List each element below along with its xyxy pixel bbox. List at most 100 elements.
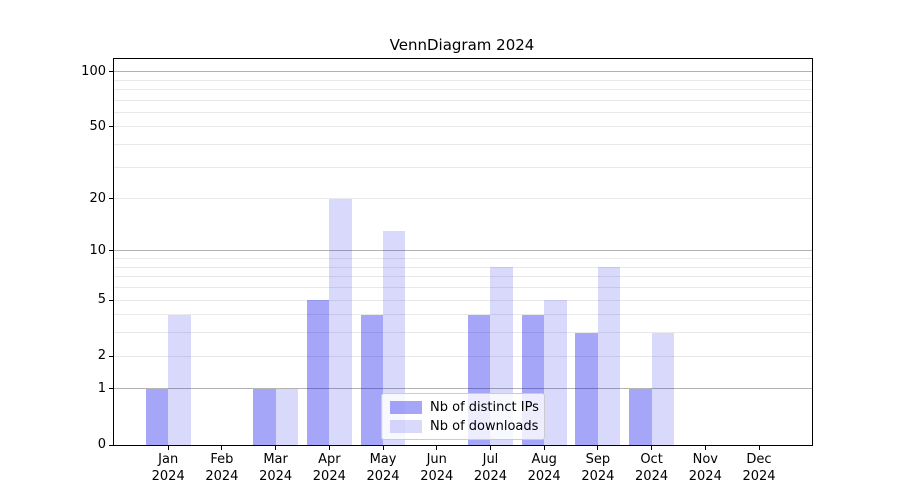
legend-entry-downloads: Nb of downloads (390, 418, 539, 434)
bar-downloads-sep (597, 267, 621, 445)
bar-ips-may (360, 314, 384, 445)
x-tick-label-oct: Oct 2024 (622, 451, 682, 485)
gridline-minor-90 (114, 79, 812, 81)
x-tick-sep (597, 446, 599, 450)
gridline-minor-2 (114, 355, 812, 357)
x-tick-may (382, 446, 384, 450)
x-tick-label-nov: Nov 2024 (675, 451, 735, 485)
y-tick-100 (109, 71, 113, 73)
y-tick-label-5: 5 (97, 292, 106, 308)
gridline-major-1 (114, 388, 812, 390)
gridline-minor-20 (114, 198, 812, 200)
y-tick-50 (109, 126, 113, 128)
x-tick-dec (758, 446, 760, 450)
chart-title: VennDiagram 2024 (389, 36, 535, 54)
gridline-minor-60 (114, 111, 812, 113)
y-tick-10 (109, 250, 113, 252)
y-tick-label-0: 0 (97, 437, 106, 452)
legend-label-ips: Nb of distinct IPs (430, 399, 539, 415)
y-tick-label-50: 50 (89, 118, 106, 134)
x-tick-month: Aug (531, 452, 557, 467)
x-tick-jun (436, 446, 438, 450)
x-tick-label-feb: Feb 2024 (192, 451, 252, 485)
x-tick-label-aug: Aug 2024 (514, 451, 574, 485)
x-tick-label-mar: Mar 2024 (246, 451, 306, 485)
bar-downloads-aug (544, 300, 567, 445)
x-tick-label-apr: Apr 2024 (299, 451, 359, 485)
gridline-minor-5 (114, 299, 812, 301)
y-tick-1 (109, 388, 113, 390)
x-tick-month: Nov (692, 452, 718, 467)
x-tick-month: Jun (426, 452, 447, 467)
x-tick-month: Oct (640, 452, 663, 467)
bar-downloads-apr (329, 198, 352, 445)
y-tick-5 (109, 299, 113, 301)
x-tick-jan (167, 446, 169, 450)
gridline-minor-30 (114, 166, 812, 168)
legend-swatch-downloads (390, 419, 422, 433)
x-tick-month: May (369, 452, 397, 467)
x-tick-label-dec: Dec 2024 (729, 451, 789, 485)
x-tick-month: Dec (746, 452, 772, 467)
y-tick-label-100: 100 (81, 63, 106, 79)
x-tick-month: Jul (482, 452, 499, 467)
x-tick-apr (328, 446, 330, 450)
y-tick-0 (109, 444, 113, 446)
x-tick-label-jan: Jan 2024 (138, 451, 198, 485)
x-tick-year: 2024 (527, 469, 561, 484)
gridline-minor-4 (114, 314, 812, 316)
gridline-minor-6 (114, 287, 812, 289)
bar-ips-apr (306, 300, 330, 445)
gridline-major-100 (114, 71, 812, 73)
x-tick-year: 2024 (205, 469, 239, 484)
y-tick-2 (109, 355, 113, 357)
gridline-minor-50 (114, 126, 812, 128)
x-tick-year: 2024 (742, 469, 776, 484)
x-tick-label-may: May 2024 (353, 451, 413, 485)
gridline-minor-40 (114, 144, 812, 146)
bar-downloads-may (383, 231, 406, 445)
y-tick-label-10: 10 (89, 242, 106, 258)
bar-downloads-oct (651, 332, 674, 445)
y-tick-label-20: 20 (89, 190, 106, 206)
x-tick-label-jun: Jun 2024 (407, 451, 467, 485)
x-tick-year: 2024 (259, 469, 293, 484)
y-tick-label-1: 1 (97, 380, 106, 396)
gridline-minor-9 (114, 258, 812, 260)
bar-ips-mar (253, 388, 276, 445)
x-tick-year: 2024 (473, 469, 507, 484)
plot-area: 0 1 2 5 10 20 50 100 Jan 2024 Feb 2024 Mar 2024 Apr 20… (81, 58, 813, 484)
y-tick-20 (109, 198, 113, 200)
x-tick-oct (651, 446, 653, 450)
legend-entry-ips: Nb of distinct IPs (390, 399, 539, 415)
bar-ips-sep (575, 332, 598, 445)
x-tick-month: Mar (263, 452, 288, 467)
x-tick-month: Jan (158, 452, 179, 467)
y-tick-label-2: 2 (97, 348, 106, 364)
x-tick-year: 2024 (688, 469, 722, 484)
gridline-major-10 (114, 250, 812, 252)
bar-ips-jan (145, 388, 169, 445)
x-tick-year: 2024 (151, 469, 185, 484)
legend: Nb of distinct IPs Nb of downloads (381, 393, 545, 440)
x-tick-month: Apr (318, 452, 341, 467)
x-tick-nov (704, 446, 706, 450)
gridline-minor-80 (114, 88, 812, 90)
gridline-minor-70 (114, 99, 812, 101)
x-tick-month: Feb (210, 452, 234, 467)
legend-swatch-ips (390, 400, 422, 414)
bar-downloads-mar (275, 388, 298, 445)
x-tick-year: 2024 (581, 469, 615, 484)
x-tick-year: 2024 (635, 469, 669, 484)
x-tick-year: 2024 (420, 469, 454, 484)
x-tick-aug (543, 446, 545, 450)
legend-label-downloads: Nb of downloads (430, 418, 539, 434)
x-tick-jul (489, 446, 491, 450)
x-tick-month: Sep (585, 452, 611, 467)
bar-ips-oct (629, 388, 652, 445)
gridline-minor-7 (114, 276, 812, 278)
x-tick-year: 2024 (312, 469, 346, 484)
x-tick-label-jul: Jul 2024 (460, 451, 520, 485)
x-tick-mar (275, 446, 277, 450)
